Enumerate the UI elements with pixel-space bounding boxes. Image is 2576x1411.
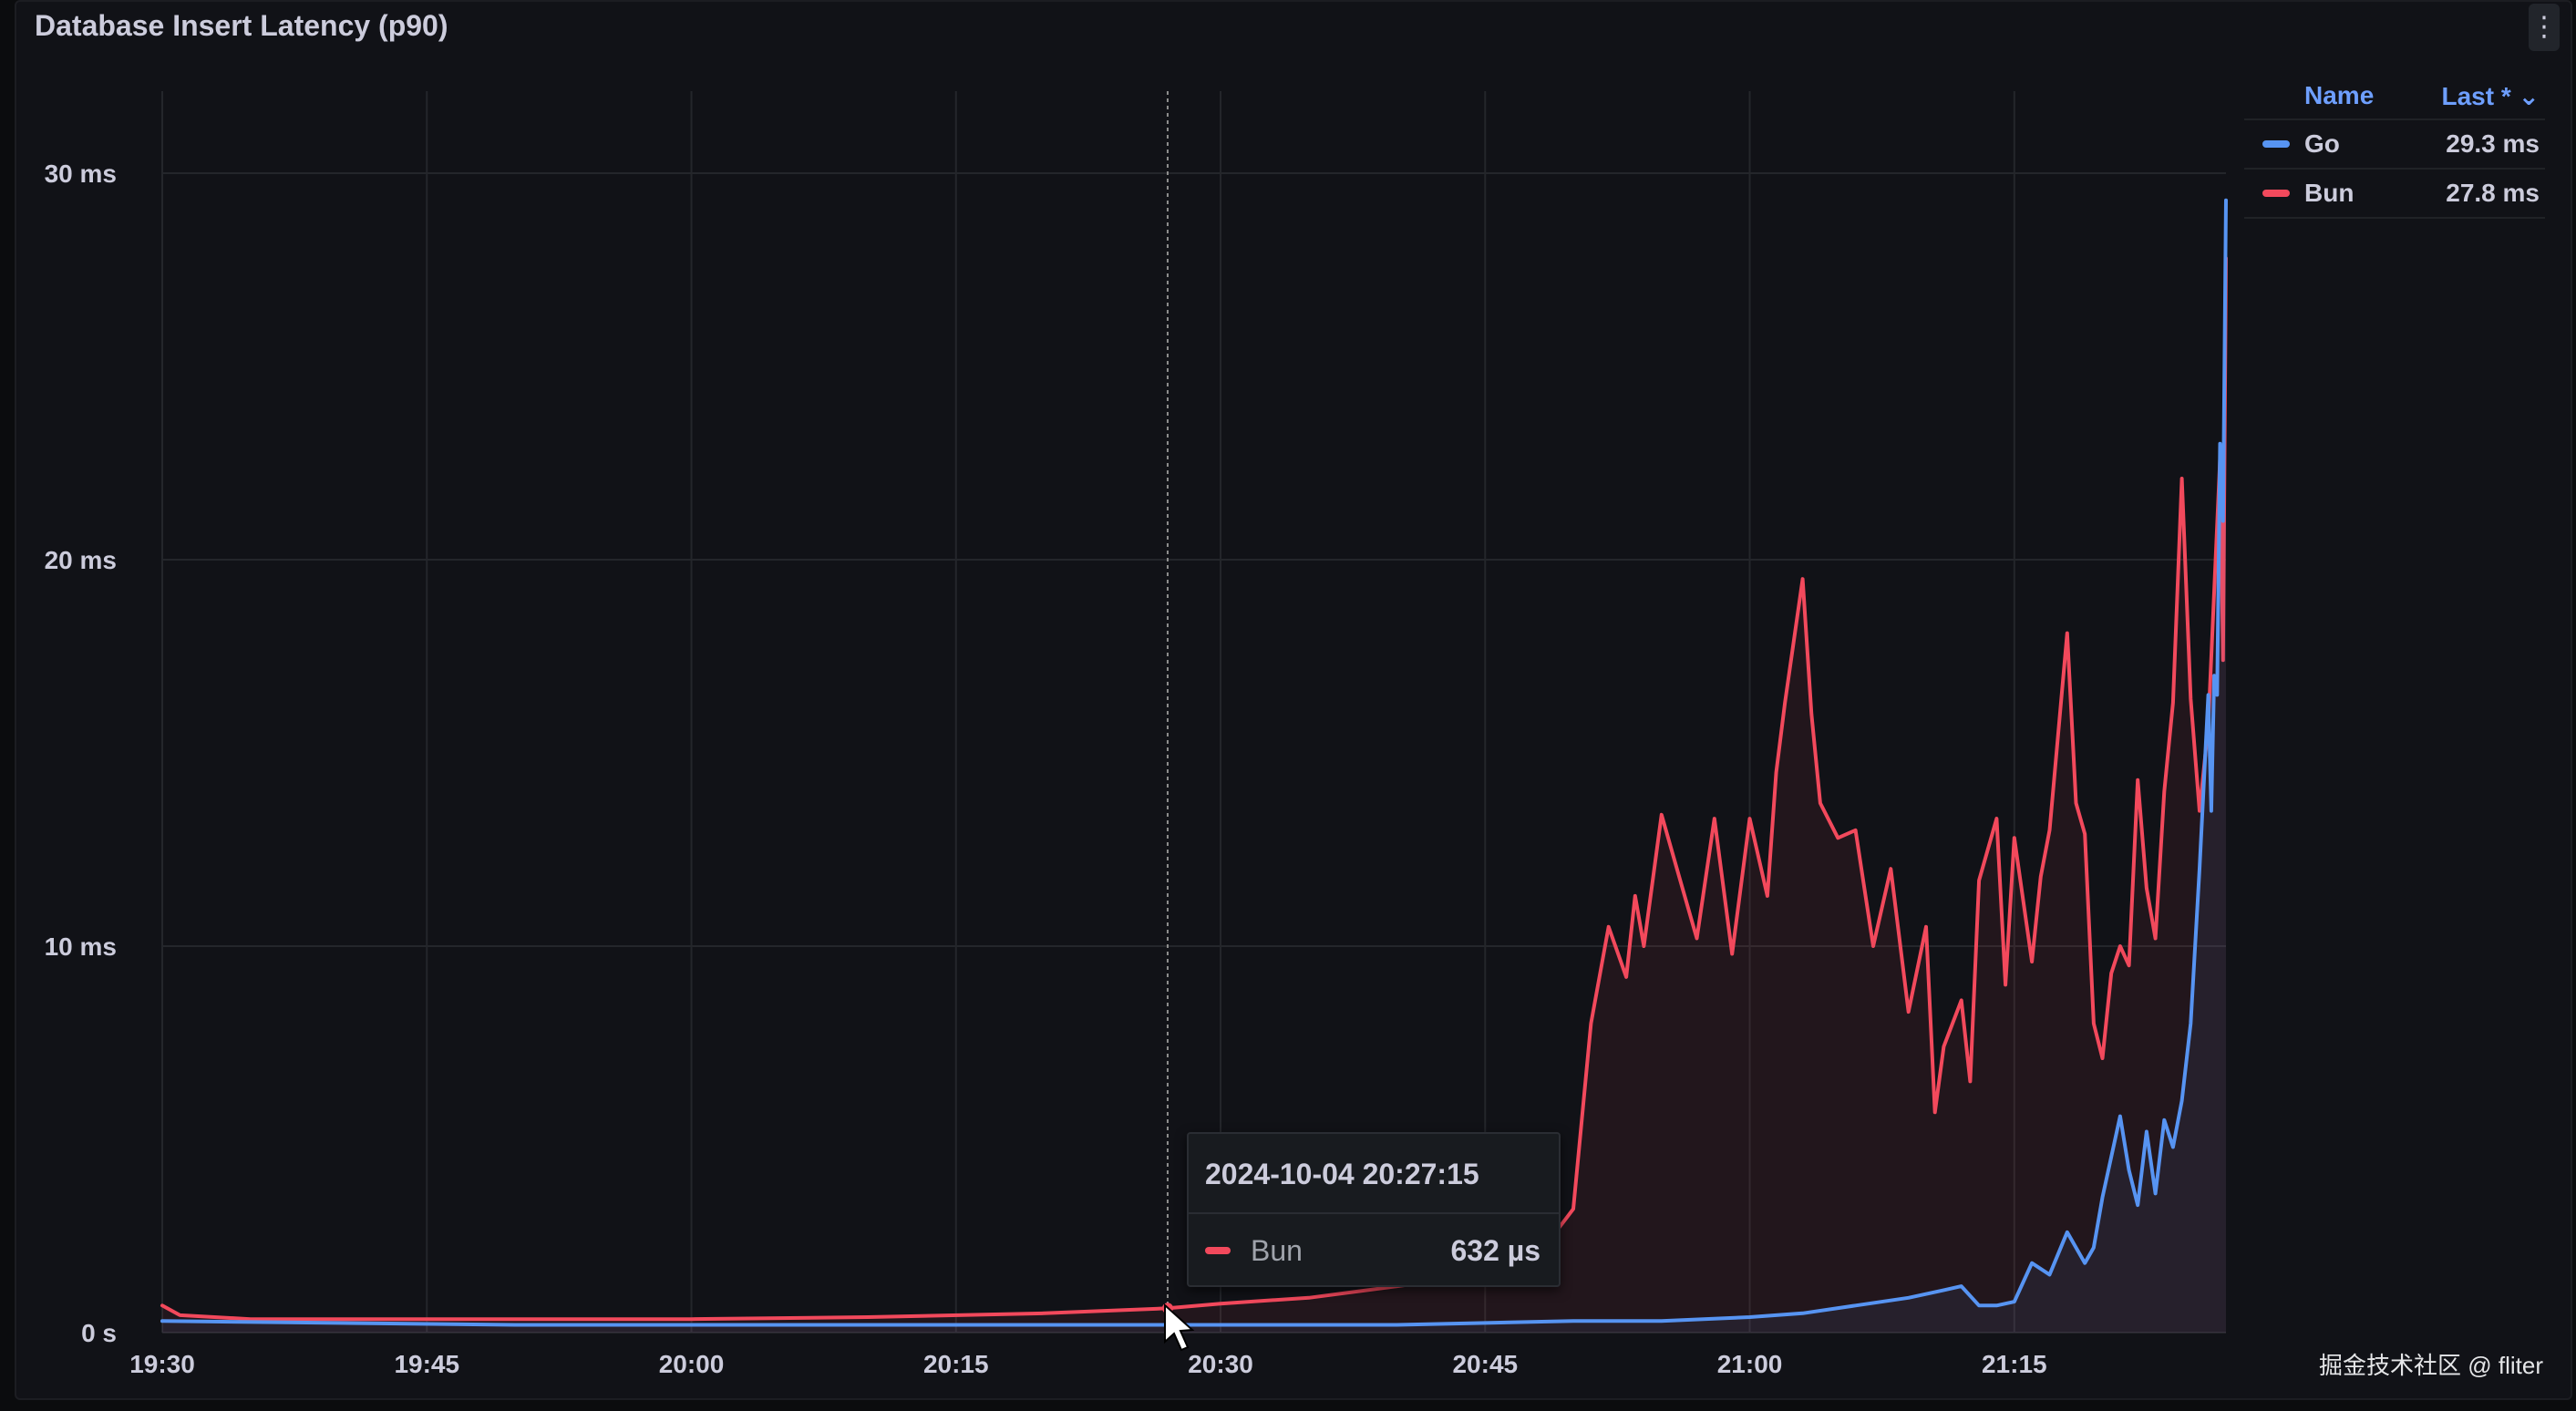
x-tick-label: 21:00 (1717, 1350, 1783, 1378)
x-tick-label: 20:45 (1452, 1350, 1518, 1378)
mouse-cursor-icon (1164, 1303, 1195, 1352)
kebab-menu-icon[interactable]: ⋮ (2529, 4, 2560, 51)
legend-name-header[interactable]: Name (2304, 81, 2375, 109)
legend-swatch-bun (2262, 190, 2290, 197)
x-tick-label: 21:15 (1982, 1350, 2047, 1378)
y-tick-label: 0 s (81, 1319, 117, 1347)
tooltip-swatch (1205, 1247, 1231, 1254)
legend-series-name: Bun (2304, 179, 2354, 207)
legend-item-bun[interactable]: Bun 27.8 ms (2244, 170, 2545, 219)
watermark: 掘金技术社区 @ fliter (2319, 1352, 2543, 1379)
x-tick-label: 19:45 (394, 1350, 459, 1378)
legend-series-value: 29.3 ms (2446, 129, 2540, 158)
y-tick-label: 10 ms (45, 932, 117, 961)
legend: Name Last * ⌄ Go 29.3 ms Bun 27.8 ms (2244, 73, 2545, 219)
x-tick-label: 20:30 (1188, 1350, 1253, 1378)
hover-tooltip: 2024-10-04 20:27:15 Bun 632 µs (1187, 1132, 1561, 1287)
legend-last-sort-header[interactable]: Last * ⌄ (2441, 81, 2540, 110)
legend-item-go[interactable]: Go 29.3 ms (2244, 120, 2545, 170)
tooltip-series-name: Bun (1251, 1234, 1303, 1267)
y-tick-label: 20 ms (45, 546, 117, 574)
panel-title: Database Insert Latency (p90) (35, 9, 448, 42)
legend-swatch-go (2262, 140, 2290, 148)
legend-series-value: 27.8 ms (2446, 179, 2540, 207)
tooltip-row: Bun 632 µs (1189, 1232, 1559, 1269)
legend-header: Name Last * ⌄ (2244, 73, 2545, 120)
series-line-go (160, 198, 2228, 1327)
x-tick-label: 20:15 (923, 1350, 989, 1378)
series-area-bun (162, 258, 2226, 1333)
tooltip-divider (1189, 1212, 1559, 1214)
y-tick-label: 30 ms (45, 160, 117, 188)
tooltip-value: 632 µs (1450, 1234, 1540, 1267)
x-tick-label: 20:00 (659, 1350, 725, 1378)
legend-series-name: Go (2304, 129, 2340, 158)
tooltip-time: 2024-10-04 20:27:15 (1205, 1158, 1479, 1190)
x-tick-label: 19:30 (129, 1350, 195, 1378)
